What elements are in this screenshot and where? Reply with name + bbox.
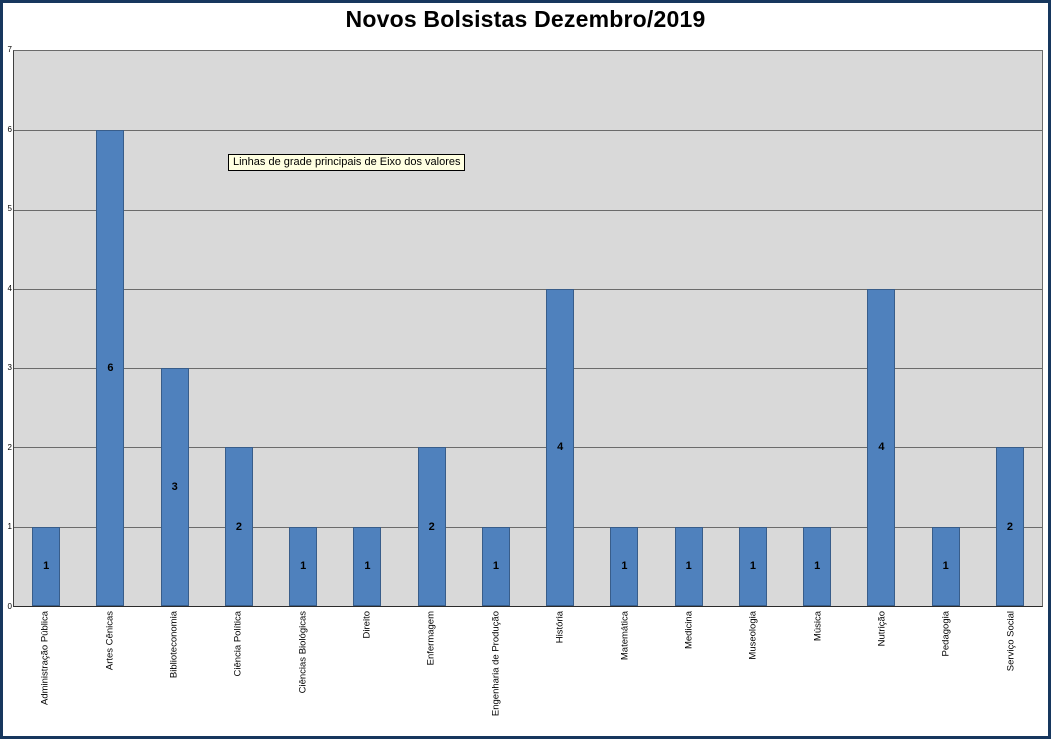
bar[interactable]: 2 [224,447,253,606]
x-category-label[interactable]: Museologia [748,611,759,665]
bar[interactable]: 1 [803,526,832,606]
gridline [14,447,1042,449]
gridline [14,288,1042,290]
x-category-label[interactable]: Pedagogia [941,611,952,661]
bar-value-label: 1 [749,560,756,573]
x-category-label[interactable]: Enfermagem [426,611,437,670]
x-category-text: Medicina [683,611,695,650]
bar[interactable]: 2 [995,447,1024,606]
gridline [14,368,1042,370]
bar-value-label: 4 [557,441,564,454]
bar[interactable]: 1 [610,526,639,606]
y-axis: 0 1 2 3 4 5 6 7 [3,45,12,611]
bar-value-label: 1 [685,560,692,573]
x-category-text: Engenharia de Produção [490,611,502,717]
x-category-label[interactable]: Nutrição [877,611,888,651]
gridline [14,209,1042,211]
bar-value-label: 2 [1006,520,1013,533]
bar-value-label: 1 [364,560,371,573]
x-category-label[interactable]: Ciência Política [233,611,244,681]
x-category-text: Pedagogia [940,611,952,657]
x-category-text: Artes Cênicas [104,611,116,671]
bar[interactable]: 1 [931,526,960,606]
y-tick-label: 6 [7,124,12,134]
bar-value-label: 1 [492,560,499,573]
bar-value-label: 3 [171,481,178,494]
x-category-text: Música [812,611,824,642]
x-category-label[interactable]: Administração Pública [40,611,51,710]
y-tick-label: 0 [7,602,12,611]
x-category-label[interactable]: Engenharia de Produção [490,611,501,721]
bar-value-label: 1 [814,560,821,573]
bar[interactable]: 2 [417,447,446,606]
gridline [14,130,1042,132]
x-category-label[interactable]: Música [812,611,823,646]
x-category-text: Direito [361,611,373,639]
x-category-text: História [554,611,566,644]
x-category-text: Museologia [747,611,759,660]
gridlines-tooltip: Linhas de grade principais de Eixo dos v… [228,154,466,171]
bar-value-label: 1 [942,560,949,573]
x-category-label[interactable]: História [555,611,566,648]
x-category-label[interactable]: Biblioteconomia [168,611,179,683]
bar-value-label: 1 [300,560,307,573]
bar[interactable]: 1 [289,526,318,606]
bar-value-label: 1 [43,560,50,573]
y-tick-label: 5 [7,204,12,214]
y-tick-label: 2 [7,442,12,452]
x-category-label[interactable]: Direito [362,611,373,643]
bar[interactable]: 1 [481,526,510,606]
gridline [14,526,1042,528]
bar[interactable]: 6 [96,130,125,606]
x-category-label[interactable]: Ciências Biológicas [297,611,308,698]
bar[interactable]: 1 [32,526,61,606]
x-category-label[interactable]: Serviço Social [1005,611,1016,676]
bar[interactable]: 1 [353,526,382,606]
x-category-text: Ciência Política [232,611,244,677]
bar-value-label: 1 [621,560,628,573]
bar[interactable]: 1 [738,526,767,606]
x-axis: Administração Pública Artes Cênicas Biblio… [13,611,1043,733]
x-category-text: Serviço Social [1005,611,1017,672]
x-category-label[interactable]: Medicina [683,611,694,654]
y-tick-label: 1 [7,522,12,532]
y-tick-label: 4 [7,283,12,293]
bar[interactable]: 1 [674,526,703,606]
y-tick-label: 7 [7,45,12,54]
chart-title: Novos Bolsistas Dezembro/2019 [345,6,706,32]
x-category-text: Matemática [619,611,631,661]
x-category-text: Ciências Biológicas [297,611,309,694]
x-category-label[interactable]: Artes Cênicas [104,611,115,675]
x-category-text: Enfermagem [425,611,437,666]
x-category-text: Nutrição [876,611,888,647]
bar[interactable]: 4 [546,288,575,606]
bar[interactable]: 3 [160,368,189,606]
bar-value-label: 4 [878,441,885,454]
x-category-text: Biblioteconomia [168,611,180,679]
bar-value-label: 6 [107,362,114,375]
plot-area[interactable]: 1 6 3 2 1 1 2 1 4 1 1 1 1 4 1 2 [13,50,1043,607]
bar-value-label: 2 [235,520,242,533]
bar[interactable]: 4 [867,288,896,606]
x-category-text: Administração Pública [39,611,51,705]
y-tick-label: 3 [7,363,12,373]
bar-value-label: 2 [428,520,435,533]
x-category-label[interactable]: Matemática [619,611,630,665]
